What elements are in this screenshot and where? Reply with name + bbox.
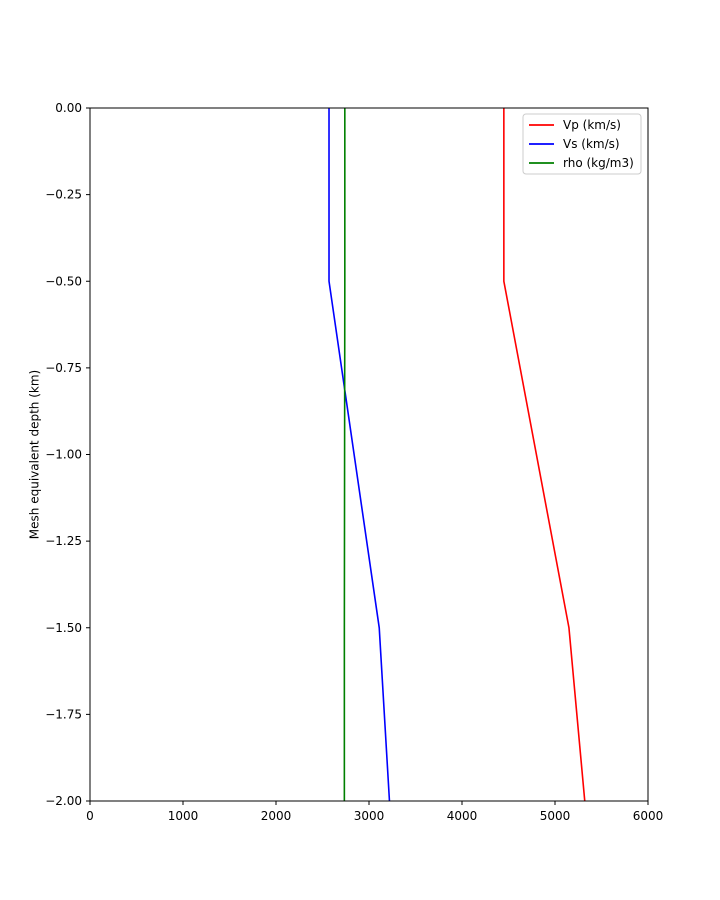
x-tick-label: 6000 <box>633 809 664 823</box>
y-axis: 0.00 −0.25 −0.50 −0.75 −1.00 −1.25 −1.50 −1.75 −… <box>45 101 90 808</box>
y-tick-label: −0.25 <box>45 188 82 202</box>
y-tick-label: −1.50 <box>45 621 82 635</box>
y-tick-label: −1.00 <box>45 448 82 462</box>
x-tick-label: 3000 <box>354 809 385 823</box>
x-tick-label: 5000 <box>540 809 571 823</box>
y-tick-label: −0.50 <box>45 274 82 288</box>
x-tick-label: 4000 <box>447 809 478 823</box>
legend: Vp (km/s) Vs (km/s) rho (kg/m3) <box>522 113 642 175</box>
x-tick-label: 1000 <box>168 809 199 823</box>
x-tick-label: 0 <box>86 809 94 823</box>
series-layer <box>328 108 586 802</box>
y-tick-label: 0.00 <box>55 101 82 115</box>
series-line-1 <box>328 108 391 802</box>
y-tick-label: −1.75 <box>45 707 82 721</box>
legend-label-1: Vs (km/s) <box>563 137 620 151</box>
x-tick-label: 2000 <box>261 809 292 823</box>
legend-label-0: Vp (km/s) <box>563 118 621 132</box>
y-axis-label: Mesh equivalent depth (km) <box>28 370 42 539</box>
y-tick-label: −1.25 <box>45 534 82 548</box>
y-tick-label: −2.00 <box>45 794 82 808</box>
x-axis: 0 1000 2000 3000 4000 5000 6000 <box>86 801 663 823</box>
legend-label-2: rho (kg/m3) <box>563 156 634 170</box>
series-line-0 <box>503 108 586 802</box>
legend-frame <box>522 113 642 175</box>
y-tick-label: −0.75 <box>45 361 82 375</box>
